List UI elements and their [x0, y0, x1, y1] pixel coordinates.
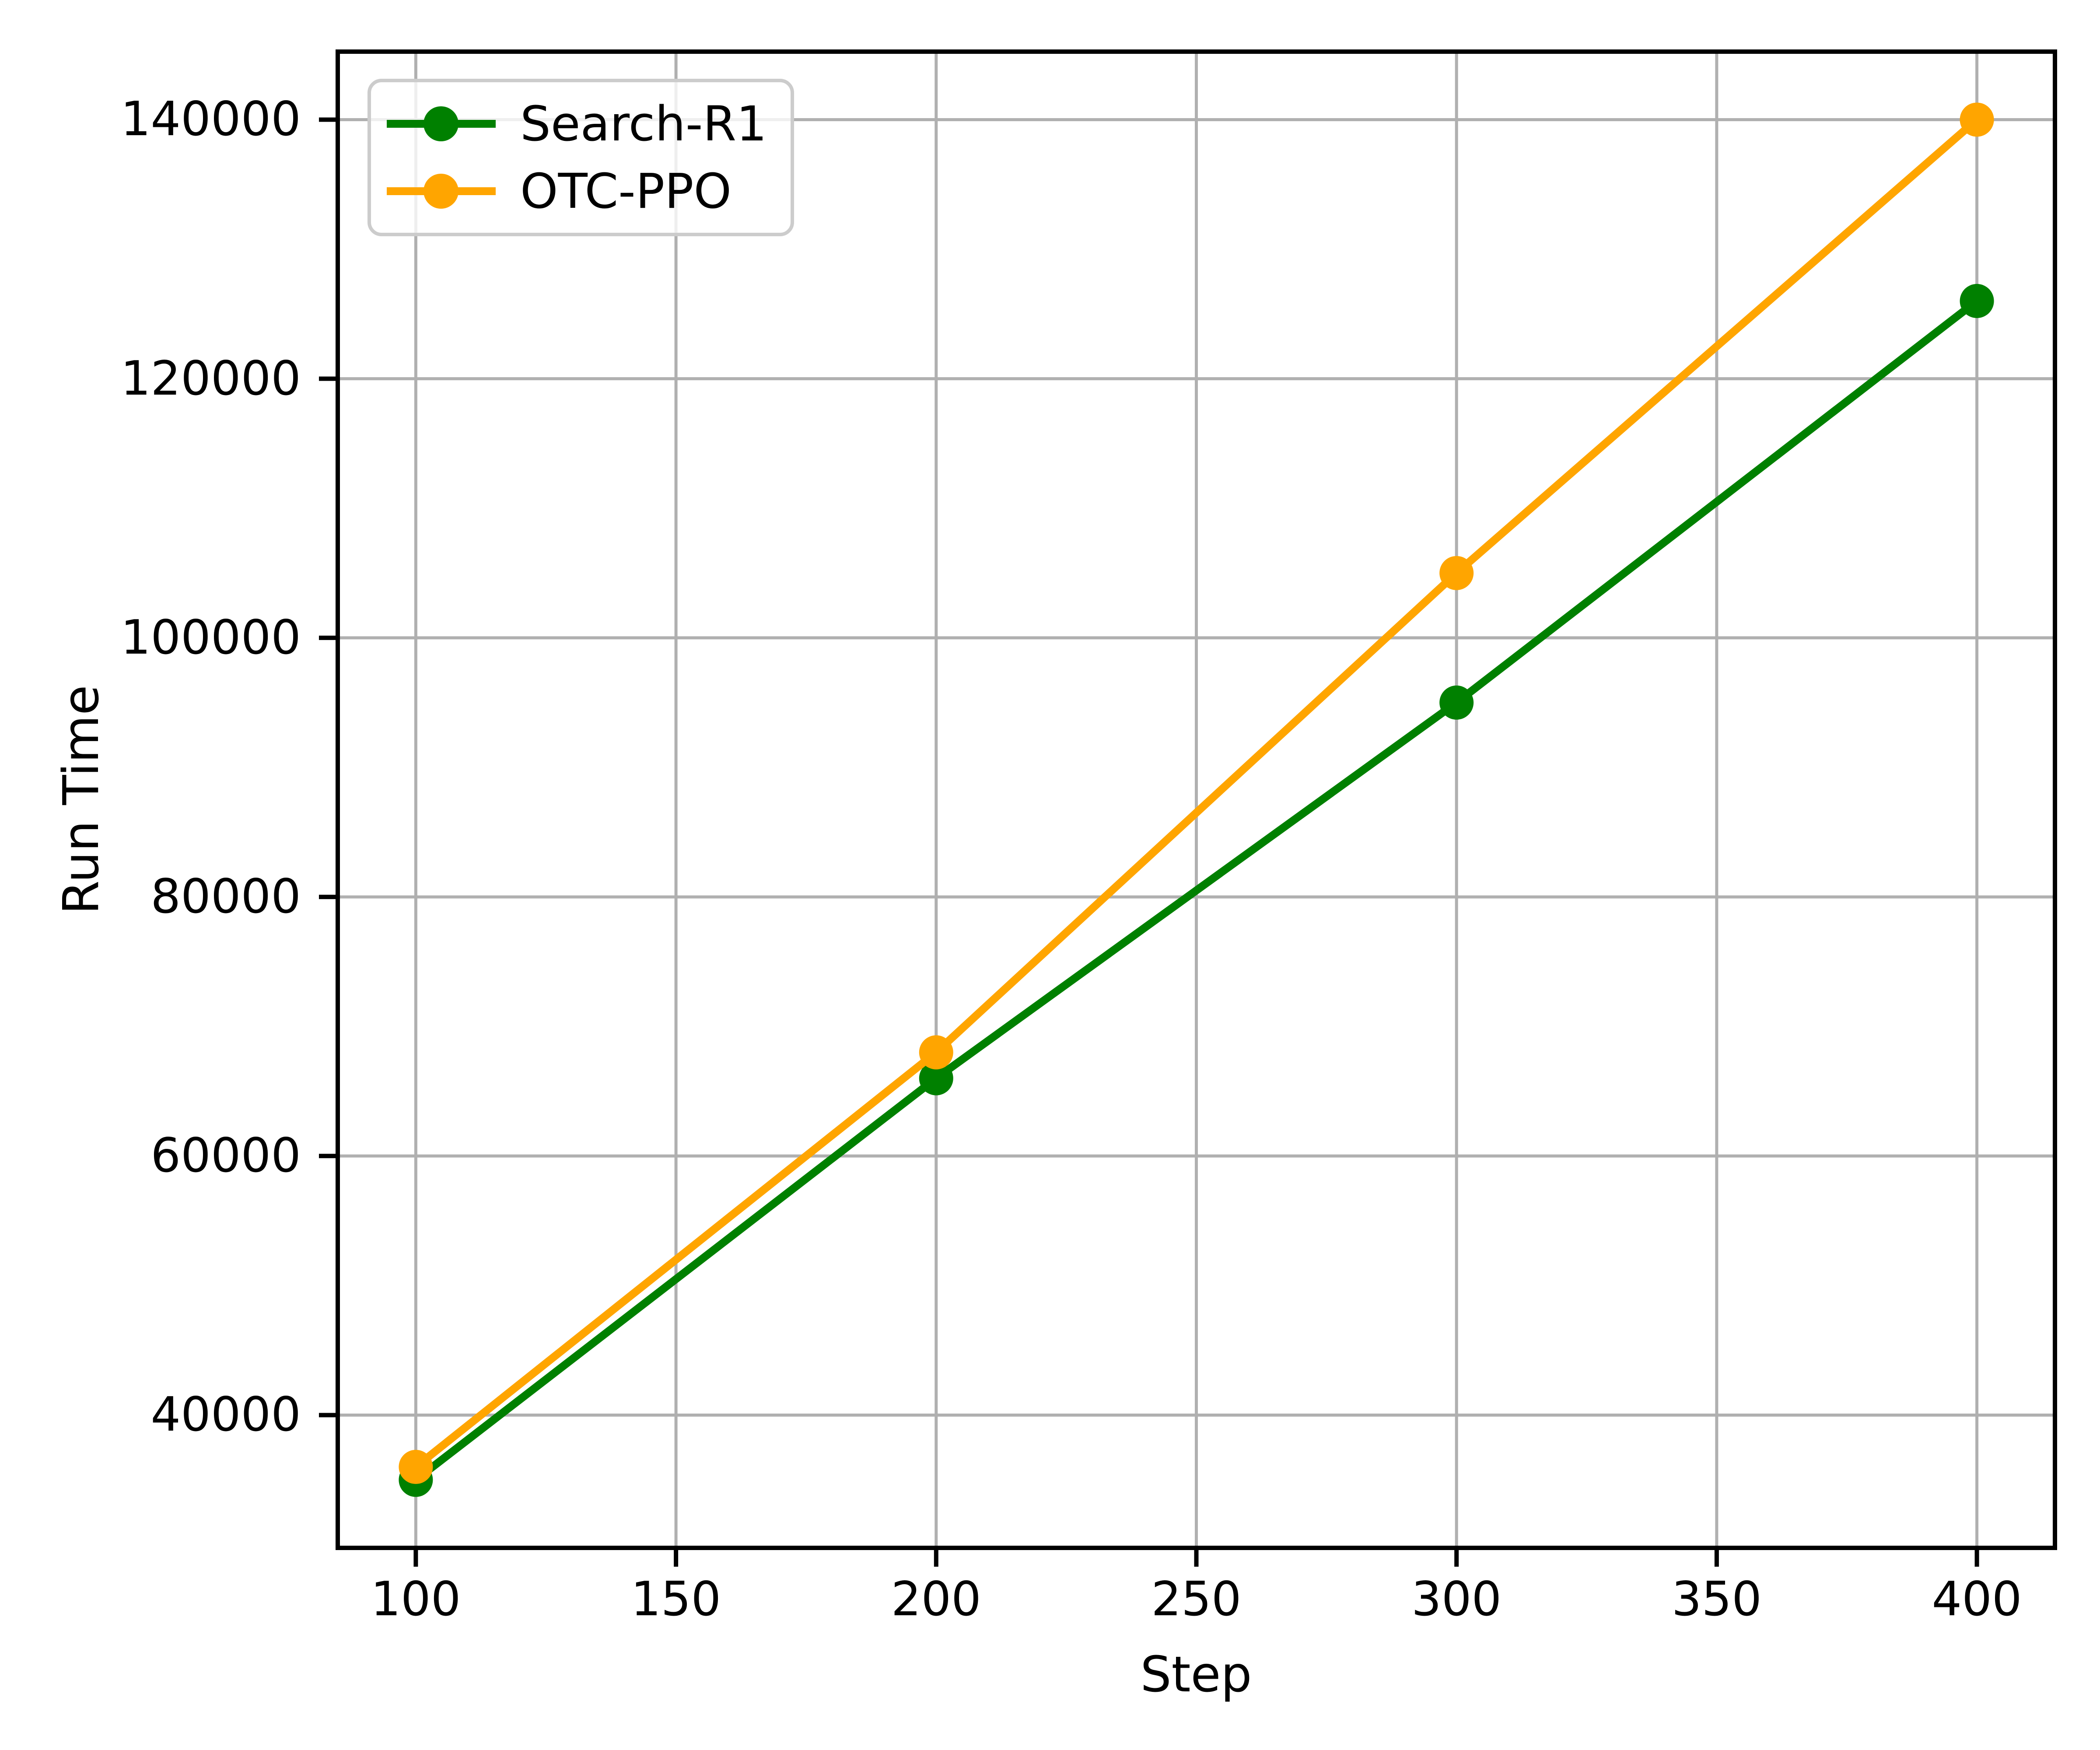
legend-item-otc-ppo: OTC-PPO [383, 158, 778, 224]
legend: Search-R1 OTC-PPO [368, 79, 794, 236]
y-tick-label: 120000 [120, 351, 301, 406]
y-tick-label: 40000 [150, 1387, 301, 1442]
y-tick-label: 100000 [120, 610, 301, 665]
legend-label: Search-R1 [520, 96, 767, 152]
data-point-marker [919, 1035, 953, 1070]
y-tick-label: 80000 [150, 869, 301, 924]
y-axis-label: Run Time [53, 685, 110, 915]
x-axis-label: Step [1140, 1646, 1252, 1703]
data-point-marker [1439, 685, 1474, 720]
plot-border [336, 49, 2057, 1550]
y-tick-label: 60000 [150, 1128, 301, 1183]
x-tick-label: 350 [1671, 1572, 1762, 1627]
data-point-marker [919, 1061, 953, 1096]
series-line-0 [412, 297, 1981, 1484]
data-point-marker [1960, 284, 1994, 318]
x-tick-label: 150 [631, 1572, 721, 1627]
legend-item-search-r1: Search-R1 [383, 91, 778, 157]
data-point-marker [399, 1449, 433, 1484]
legend-line-marker-sample [387, 174, 496, 209]
series-line-1 [412, 116, 1981, 1471]
legend-line-marker-sample [387, 106, 496, 141]
x-tick-label: 200 [891, 1572, 981, 1627]
legend-label: OTC-PPO [520, 163, 732, 219]
data-point-marker [1960, 102, 1994, 137]
data-point-marker [1439, 556, 1474, 590]
x-tick-label: 100 [371, 1572, 461, 1627]
y-tick-label: 140000 [120, 92, 301, 147]
x-tick-label: 400 [1932, 1572, 2022, 1627]
x-tick-label: 300 [1411, 1572, 1502, 1627]
x-tick-label: 250 [1151, 1572, 1242, 1627]
